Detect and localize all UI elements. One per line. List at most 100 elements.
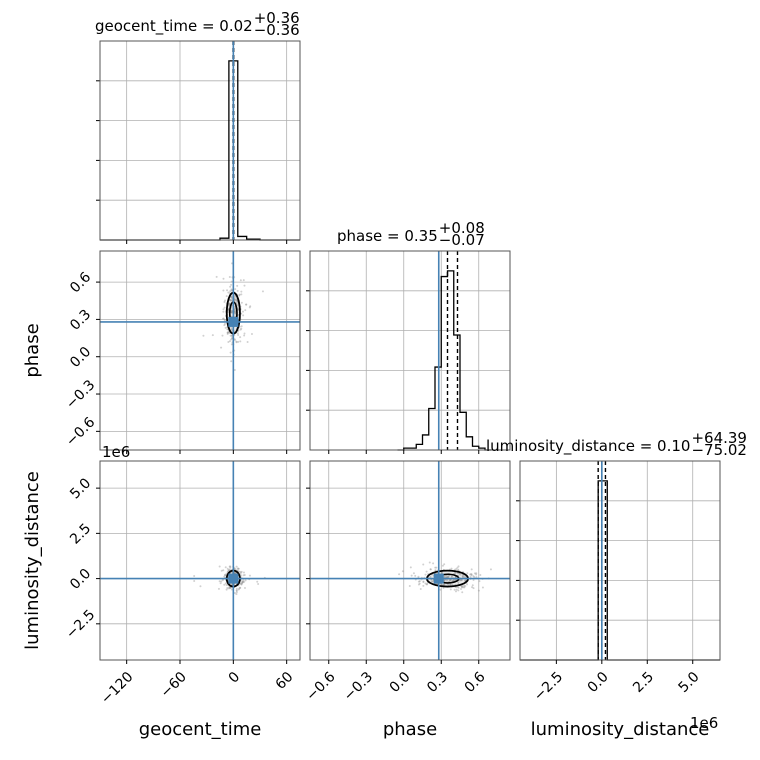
sample-point bbox=[230, 283, 233, 286]
x-tick-label-phase: −0.3 bbox=[341, 669, 376, 704]
sample-point bbox=[237, 588, 240, 591]
sample-point bbox=[230, 296, 233, 299]
sample-point bbox=[231, 335, 234, 338]
title-phase: phase = 0.35 +0.08−0.07 bbox=[337, 219, 485, 249]
truth-marker bbox=[228, 316, 239, 327]
sample-point bbox=[225, 584, 228, 587]
sample-point bbox=[229, 565, 232, 568]
sample-point bbox=[226, 586, 229, 589]
sample-point bbox=[222, 289, 225, 292]
sample-point bbox=[461, 591, 464, 594]
sample-point bbox=[455, 567, 458, 570]
y-axis-label-luminosity_distance: luminosity_distance bbox=[22, 471, 43, 650]
sample-point bbox=[242, 314, 245, 317]
sample-point bbox=[261, 290, 264, 293]
sample-point bbox=[226, 567, 229, 570]
sample-point bbox=[409, 566, 412, 569]
sample-point bbox=[226, 331, 229, 334]
sample-point bbox=[257, 583, 260, 586]
sample-point bbox=[428, 561, 431, 564]
sample-point bbox=[229, 334, 232, 337]
sample-point bbox=[223, 573, 226, 576]
sample-point bbox=[434, 566, 437, 569]
sample-point bbox=[228, 587, 231, 590]
sample-point bbox=[432, 562, 435, 565]
sample-point bbox=[461, 584, 464, 587]
scatter-panel-phase-vs-luminosity_distance bbox=[306, 460, 511, 664]
sample-point bbox=[226, 289, 229, 292]
y-tick-label-luminosity_distance: −2.5 bbox=[63, 607, 98, 642]
sample-point bbox=[448, 579, 451, 582]
sample-point bbox=[236, 332, 239, 335]
sample-point bbox=[218, 580, 221, 583]
sample-point bbox=[220, 346, 223, 349]
sample-point bbox=[239, 582, 242, 585]
sample-point bbox=[237, 567, 240, 570]
sample-point bbox=[230, 299, 233, 302]
sample-point bbox=[475, 573, 478, 576]
sample-point bbox=[240, 327, 243, 330]
x-tick-label-phase: 0.6 bbox=[462, 669, 489, 696]
truth-marker bbox=[433, 573, 444, 584]
sample-point bbox=[239, 279, 242, 282]
sample-point bbox=[239, 586, 242, 589]
sample-point bbox=[422, 580, 425, 583]
y-tick-label-luminosity_distance: 5.0 bbox=[67, 475, 94, 502]
sample-point bbox=[445, 575, 448, 578]
sample-point bbox=[241, 581, 244, 584]
sample-point bbox=[461, 575, 464, 578]
sample-point bbox=[244, 579, 247, 582]
sample-point bbox=[211, 334, 214, 337]
sample-point bbox=[234, 288, 237, 291]
histogram-phase bbox=[397, 270, 492, 451]
y-offset-label: 1e6 bbox=[102, 443, 130, 461]
x-tick-label-phase: 0.0 bbox=[387, 669, 414, 696]
y-tick-label-luminosity_distance: 2.5 bbox=[67, 521, 94, 548]
sample-point bbox=[246, 341, 249, 344]
sample-point bbox=[240, 301, 243, 304]
sample-point bbox=[221, 579, 224, 582]
sample-point bbox=[231, 336, 234, 339]
sample-point bbox=[441, 564, 444, 567]
x-tick-label-luminosity_distance: 5.0 bbox=[676, 669, 703, 696]
sample-point bbox=[452, 579, 455, 582]
sample-point bbox=[479, 574, 482, 577]
sample-point bbox=[249, 305, 252, 308]
sample-point bbox=[464, 584, 467, 587]
x-tick-label-luminosity_distance: −2.5 bbox=[531, 669, 566, 704]
sample-point bbox=[256, 580, 259, 583]
y-tick-label-phase: 0.3 bbox=[67, 307, 94, 334]
sample-point bbox=[429, 568, 432, 571]
sample-point bbox=[454, 572, 457, 575]
sample-point bbox=[450, 567, 453, 570]
sample-point bbox=[240, 570, 243, 573]
sample-point bbox=[462, 586, 465, 589]
sample-point bbox=[472, 579, 475, 582]
sample-point bbox=[224, 322, 227, 325]
hist-panel-luminosity_distance bbox=[516, 460, 721, 664]
sample-point bbox=[235, 589, 238, 592]
sample-point bbox=[233, 592, 236, 595]
sample-point bbox=[237, 334, 240, 337]
sample-point bbox=[422, 584, 425, 587]
sample-point bbox=[236, 289, 239, 292]
sample-point bbox=[234, 311, 237, 314]
sample-point bbox=[442, 583, 445, 586]
sample-point bbox=[469, 573, 472, 576]
histogram-geocent_time bbox=[100, 60, 300, 241]
sample-point bbox=[442, 586, 445, 589]
sample-point bbox=[222, 569, 225, 572]
sample-point bbox=[459, 579, 462, 582]
sample-point bbox=[475, 576, 478, 579]
sample-point bbox=[227, 291, 230, 294]
x-axis-label-luminosity_distance: luminosity_distance bbox=[531, 719, 710, 740]
sample-point bbox=[450, 575, 453, 578]
sample-point bbox=[443, 579, 446, 582]
sample-point bbox=[471, 586, 474, 589]
title-upper-error: +0.36 bbox=[254, 9, 300, 27]
sample-point bbox=[430, 580, 433, 583]
sample-point bbox=[242, 279, 245, 282]
sample-point bbox=[228, 303, 231, 306]
sample-point bbox=[417, 575, 420, 578]
sample-point bbox=[235, 341, 238, 344]
